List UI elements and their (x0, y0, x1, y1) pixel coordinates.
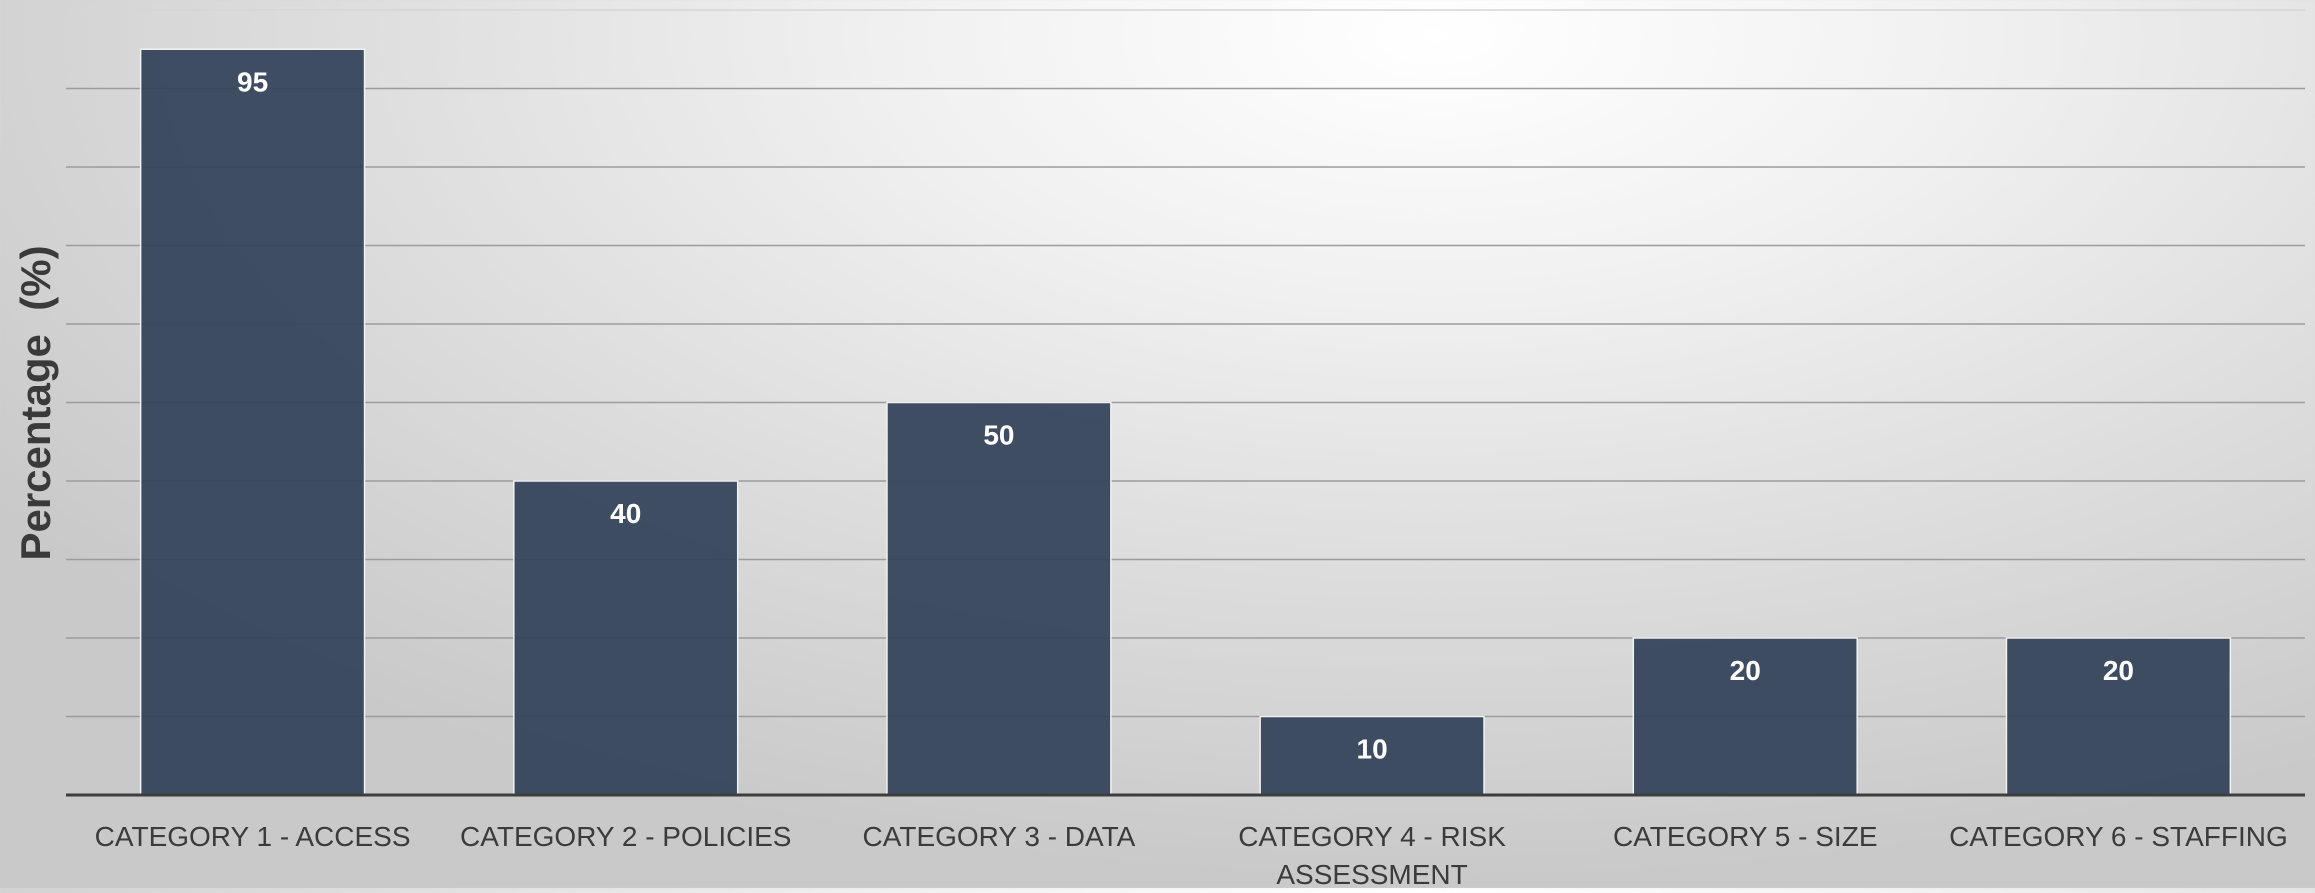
category-label-line: CATEGORY 1 - ACCESS (95, 821, 411, 852)
bar-value-label: 10 (1357, 734, 1388, 765)
label-layer: 95 40 50 10 20 20 (237, 66, 2134, 764)
bar-value-label: 20 (2103, 655, 2134, 686)
bar (2005, 637, 2232, 796)
category-label: CATEGORY 5 - SIZE (1613, 821, 1878, 852)
bar-value-label: 40 (610, 498, 641, 529)
bar-value-label: 95 (237, 66, 268, 97)
category-label: CATEGORY 2 - POLICIES (460, 821, 791, 852)
category-label: CATEGORY 1 - ACCESS (95, 821, 411, 852)
bar (886, 401, 1112, 796)
bar (139, 48, 366, 796)
bar (513, 480, 739, 796)
category-label-line: CATEGORY 4 - RISK (1238, 821, 1506, 852)
category-label-line: CATEGORY 6 - STAFFING (1949, 821, 2288, 852)
bar-layer (139, 48, 2232, 796)
grid-layer (66, 9, 2305, 718)
category-label-line: CATEGORY 2 - POLICIES (460, 821, 791, 852)
category-label-line: CATEGORY 3 - DATA (863, 821, 1136, 852)
category-label-layer: CATEGORY 1 - ACCESS CATEGORY 2 - POLICIES… (95, 821, 2288, 890)
bar (1259, 715, 1485, 796)
category-label: CATEGORY 3 - DATA (863, 821, 1136, 852)
category-label: CATEGORY 6 - STAFFING (1949, 821, 2288, 852)
category-label: CATEGORY 4 - RISK ASSESSMENT (1238, 821, 1506, 888)
bar-value-label: 50 (983, 420, 1014, 451)
category-label-line: CATEGORY 5 - SIZE (1613, 821, 1878, 852)
y-axis-title: Percentage (%) (12, 245, 59, 560)
category-label-line: ASSESSMENT (1276, 859, 1467, 888)
bar-value-label: 20 (1730, 655, 1761, 686)
